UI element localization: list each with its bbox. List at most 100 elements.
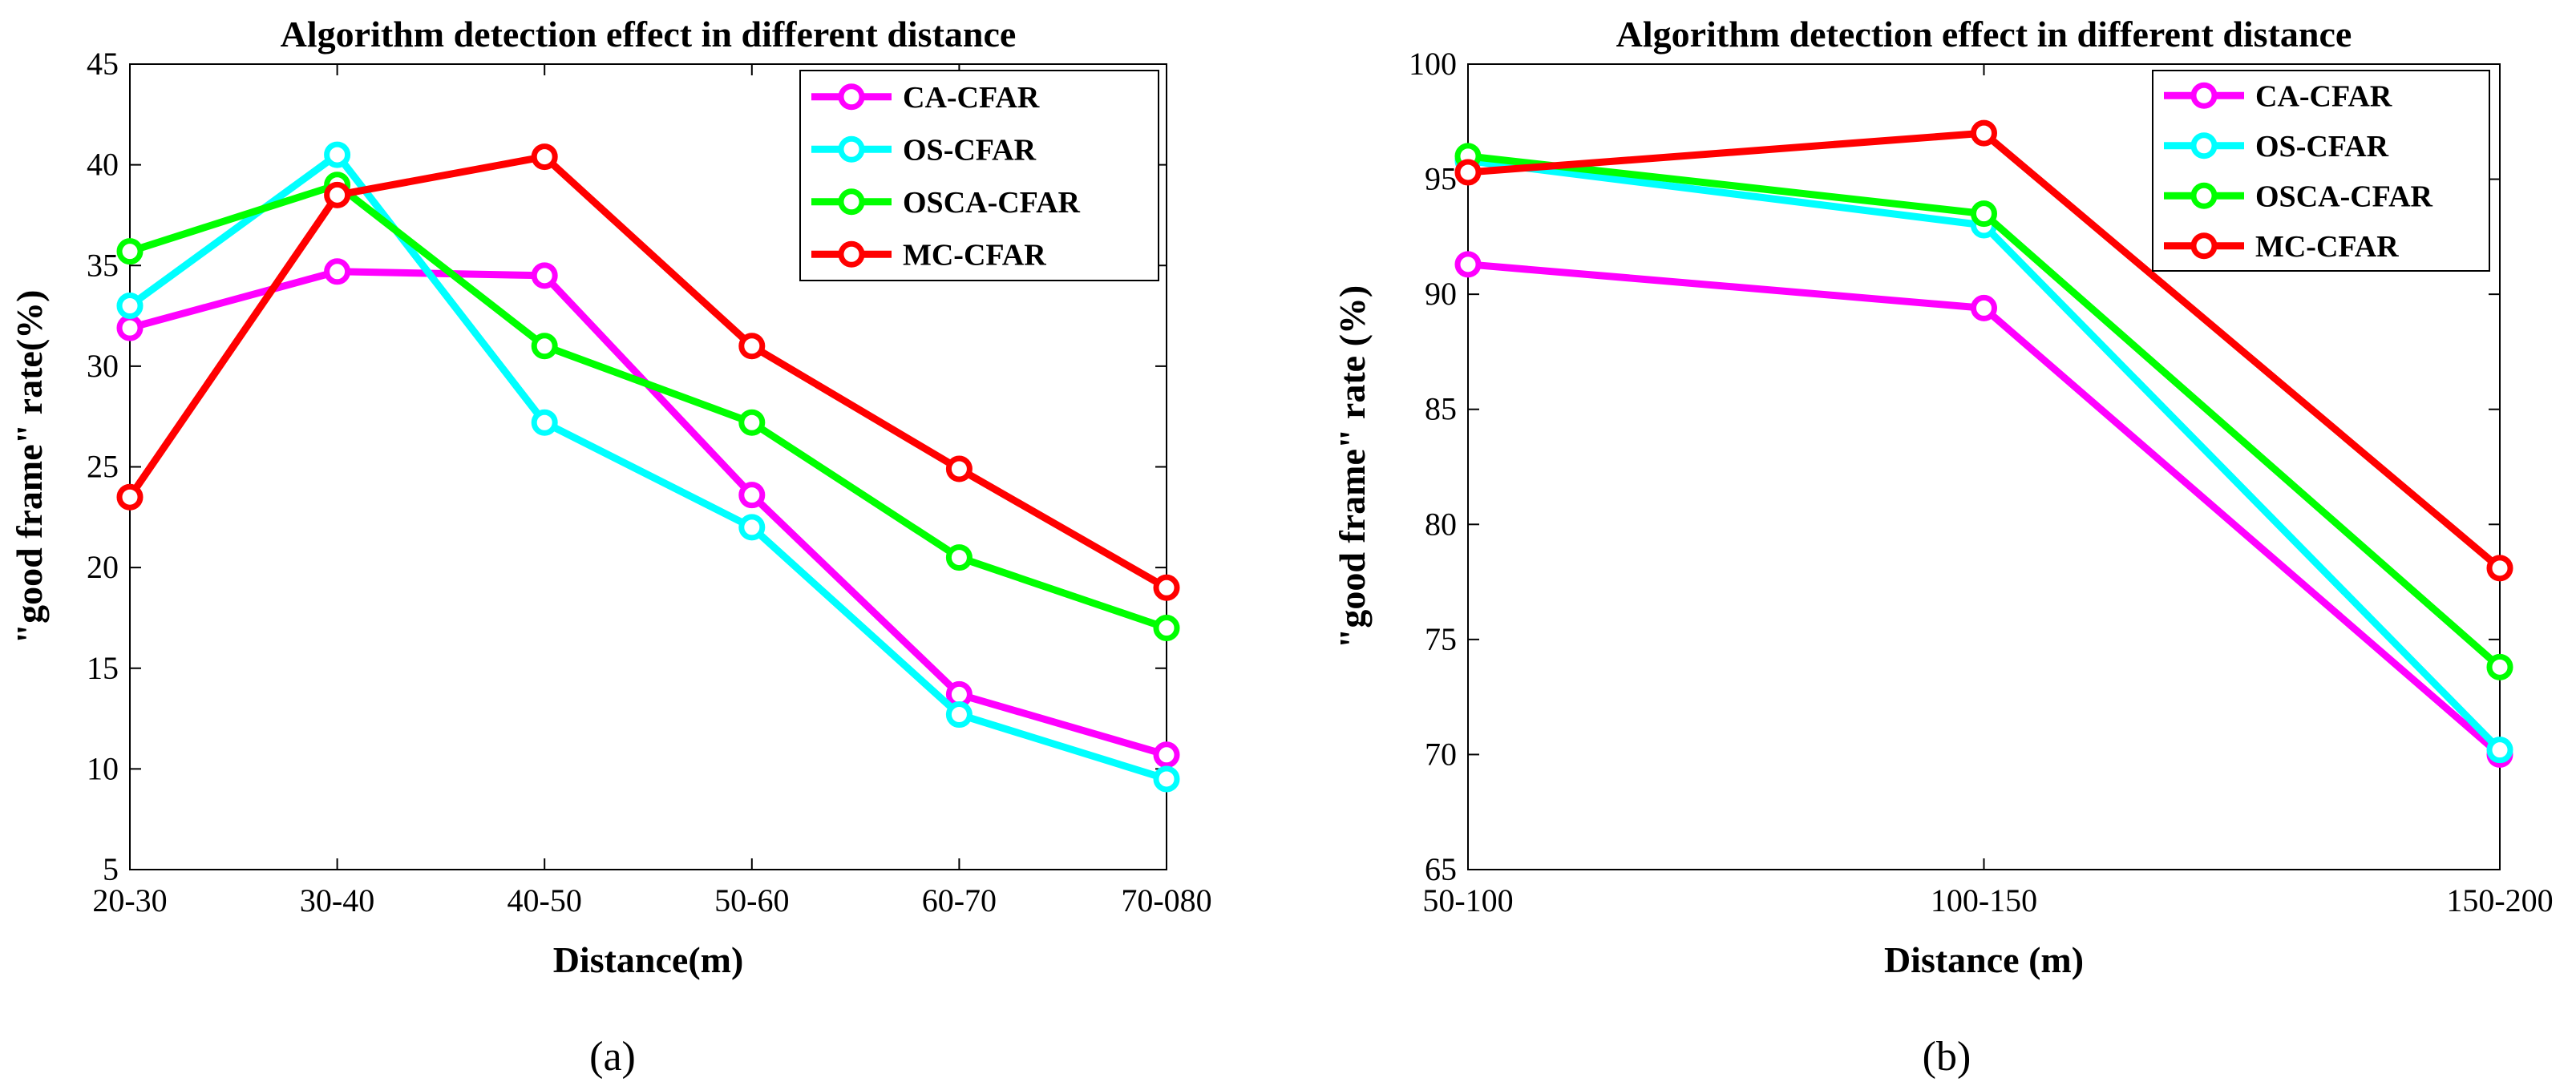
data-point (531, 333, 558, 360)
legend-item: MC-CFAR (2164, 230, 2399, 264)
y-axis-label: "good frame" rate(%) (9, 290, 50, 644)
legend-marker (2190, 232, 2218, 260)
data-point (945, 544, 973, 571)
series-line (128, 181, 1168, 632)
legend: CA-CFAR OS-CFAR OSCA-CFAR MC-CFAR (2152, 70, 2490, 272)
y-tick-label: 75 (1425, 621, 1457, 657)
data-point (2486, 555, 2513, 582)
y-axis-label: "good frame" rate (%) (1332, 285, 1373, 648)
data-point (738, 514, 766, 541)
y-tick-label: 95 (1425, 161, 1457, 197)
series-mc-cfar (1454, 119, 2513, 582)
data-point (945, 701, 973, 729)
legend-marker (2190, 132, 2218, 159)
data-point (1153, 574, 1180, 601)
legend-label: MC-CFAR (2255, 230, 2399, 264)
data-point (116, 314, 144, 341)
series-layer (116, 141, 1180, 793)
x-tick-label: 70-080 (1121, 882, 1211, 918)
chart-title: Algorithm detection effect in different … (1616, 14, 2352, 54)
legend-label: OSCA-CFAR (2255, 180, 2433, 213)
x-tick-label: 150-200 (2446, 882, 2553, 918)
legend-item: OSCA-CFAR (2164, 180, 2433, 213)
y-tick-label: 10 (87, 750, 119, 786)
legend-label: OS-CFAR (2255, 130, 2389, 164)
legend-marker (2190, 82, 2218, 109)
data-point (324, 141, 351, 168)
data-point (1153, 615, 1180, 641)
chart-panel-a: Algorithm detection effect in different … (9, 14, 1212, 1080)
x-tick-label: 40-50 (508, 882, 582, 918)
data-point (1153, 765, 1180, 793)
y-tick-label: 70 (1425, 736, 1457, 772)
x-tick-label: 50-60 (714, 882, 789, 918)
y-tick-label: 25 (87, 449, 119, 485)
y-tick-label: 40 (87, 147, 119, 183)
legend-label: OSCA-CFAR (903, 186, 1081, 220)
chart-title: Algorithm detection effect in different … (281, 14, 1017, 54)
x-tick-label: 50-100 (1422, 882, 1513, 918)
x-tick-label: 60-70 (922, 882, 997, 918)
data-point (531, 262, 558, 289)
y-tick-label: 35 (87, 247, 119, 283)
legend-label: MC-CFAR (903, 238, 1046, 272)
y-tick-label: 30 (87, 348, 119, 384)
panel-caption: (a) (589, 1034, 636, 1080)
data-point (531, 409, 558, 436)
x-axis-label: Distance(m) (553, 939, 744, 980)
y-tick-label: 100 (1409, 46, 1457, 82)
legend-marker (2190, 182, 2218, 209)
data-point (324, 181, 351, 208)
data-point (2486, 737, 2513, 764)
x-axis-ticks: 20-30 30-40 40-50 50-60 60-70 70-080 (92, 64, 1212, 918)
legend-item: OS-CFAR (811, 133, 1037, 167)
data-point (531, 143, 558, 171)
y-axis-ticks: 65 70 75 80 85 90 95 100 (1409, 46, 2500, 887)
data-point (2486, 653, 2513, 680)
panel-caption: (b) (1923, 1034, 1971, 1080)
series-os-cfar (116, 141, 1180, 793)
legend: CA-CFAR OS-CFAR OSCA-CFAR MC-CFAR (799, 70, 1159, 281)
data-point (116, 238, 144, 265)
legend-marker (838, 83, 865, 111)
legend-marker (838, 135, 865, 163)
chart-panel-b: Algorithm detection effect in different … (1332, 14, 2554, 1080)
x-tick-label: 100-150 (1931, 882, 2037, 918)
y-tick-label: 65 (1425, 851, 1457, 887)
series-line (127, 153, 1169, 591)
legend-item: CA-CFAR (811, 81, 1040, 115)
y-tick-label: 15 (87, 650, 119, 686)
x-axis-ticks: 50-100 100-150 150-200 (1422, 64, 2554, 918)
x-tick-label: 30-40 (300, 882, 374, 918)
x-tick-label: 20-30 (92, 882, 167, 918)
data-point (945, 455, 973, 482)
y-axis-ticks: 5 10 15 20 25 30 35 40 45 (87, 46, 1167, 887)
y-tick-label: 80 (1425, 506, 1457, 542)
data-point (324, 258, 351, 285)
legend-item: OS-CFAR (2164, 130, 2389, 164)
legend-item: OSCA-CFAR (811, 186, 1081, 220)
data-point (738, 482, 766, 509)
series-mc-cfar (116, 143, 1180, 601)
series-layer (1454, 119, 2513, 768)
legend-label: CA-CFAR (903, 81, 1040, 115)
data-point (116, 483, 144, 511)
data-point (116, 293, 144, 319)
y-tick-label: 85 (1425, 391, 1457, 427)
data-point (1454, 251, 1482, 278)
x-axis-label: Distance (m) (1884, 939, 2084, 980)
legend-label: CA-CFAR (2255, 79, 2392, 113)
legend-marker (838, 188, 865, 216)
data-point (738, 333, 766, 360)
data-point (1971, 294, 1997, 321)
y-tick-label: 45 (87, 46, 119, 82)
legend-marker (838, 240, 865, 268)
data-point (1971, 119, 1997, 147)
legend-item: CA-CFAR (2164, 79, 2392, 113)
legend-item: MC-CFAR (811, 238, 1046, 272)
data-point (1971, 200, 1997, 228)
y-tick-label: 5 (103, 851, 119, 887)
y-tick-label: 20 (87, 549, 119, 585)
data-point (1153, 741, 1180, 769)
